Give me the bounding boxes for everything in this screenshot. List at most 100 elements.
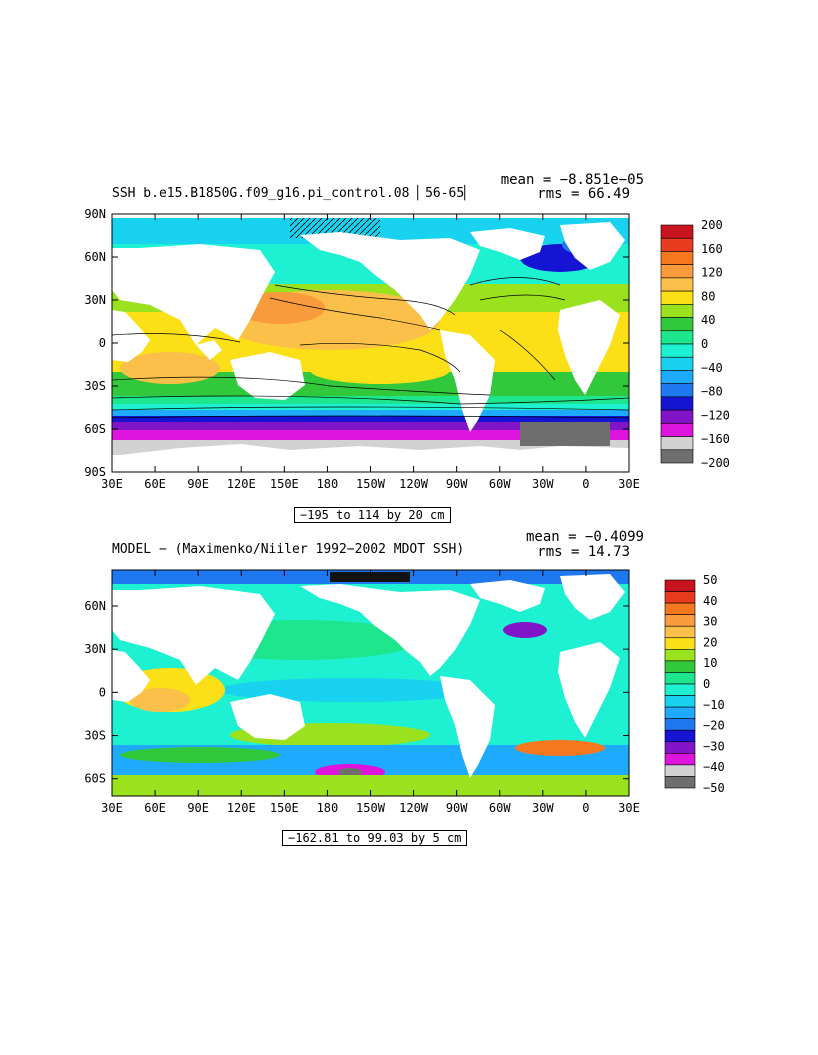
colorbar-swatch [660, 383, 694, 398]
colorbar-swatch [660, 343, 694, 358]
lat-tick-label: 60N [84, 250, 106, 264]
natl-low [520, 244, 600, 272]
lon-tick-label: 30E [101, 801, 123, 815]
band-acc3 [112, 416, 629, 422]
contour-info: −195 to 114 by 20 cm [294, 507, 451, 523]
colorbar-label: −20 [703, 719, 725, 733]
lon-tick-label: 150W [356, 801, 386, 815]
weddell-grey [520, 422, 610, 446]
diff-so-mag [315, 764, 385, 780]
colorbar-swatch [664, 649, 696, 662]
lon-tick-label: 30W [532, 801, 554, 815]
diff-io2 [130, 688, 190, 712]
colorbar-swatch [660, 449, 694, 464]
lat-tick-label: 30S [84, 729, 106, 743]
diff-arctic-black [330, 572, 410, 582]
diff-so [112, 745, 629, 775]
lon-tick-label: 120E [227, 801, 256, 815]
lon-tick-label: 180 [317, 477, 339, 491]
lon-tick-label: 90W [446, 801, 468, 815]
diff-so-green [120, 747, 280, 763]
colorbar-label: −50 [703, 781, 725, 795]
lon-tick-label: 60E [144, 801, 166, 815]
colorbar-label: −10 [703, 698, 725, 712]
colorbar-swatch [660, 396, 694, 411]
colorbar-swatch [664, 776, 696, 789]
colorbar-swatch [664, 591, 696, 604]
colorbar-label: −80 [701, 385, 723, 399]
colorbar-swatch [664, 753, 696, 766]
lon-tick-label: 30E [618, 801, 640, 815]
diff-atl [515, 740, 605, 756]
colorbar-swatch [664, 602, 696, 615]
lon-tick-label: 120W [399, 801, 429, 815]
colorbar-label: 80 [701, 289, 715, 303]
rms-stat: rms = 14.73 [537, 544, 630, 560]
lat-tick-label: 90N [84, 207, 106, 221]
land [112, 574, 625, 778]
diff-field [112, 570, 629, 796]
colorbar-label: 40 [701, 313, 715, 327]
band-acc4 [112, 422, 629, 430]
plot-frame [111, 569, 630, 797]
diff-arctic [112, 570, 629, 584]
colorbar-swatch [664, 706, 696, 719]
lon-tick-label: 180 [317, 801, 339, 815]
lon-tick-label: 90E [187, 801, 209, 815]
np-gyre-core [235, 292, 325, 324]
colorbar-swatch [664, 695, 696, 708]
colorbar: 50 40 30 20 10 0 −10 −20 −30 −40 −50 [664, 573, 725, 795]
diff-gs [503, 622, 547, 638]
colorbar-swatch [664, 718, 696, 731]
colorbar-label: 0 [703, 677, 710, 691]
lon-tick-label: 150W [356, 477, 386, 491]
colorbar-label: −40 [703, 760, 725, 774]
lat-tick-label: 60N [84, 599, 106, 613]
colorbar-label: −30 [703, 739, 725, 753]
lat-tick-labels: 90N 60N 30N 0 30S 60S 90S [84, 207, 106, 479]
colorbar-swatch [664, 741, 696, 754]
lon-tick-label: 60W [489, 477, 511, 491]
natl-low-2 [562, 235, 618, 255]
colorbar: 200 160 120 80 40 0 −40 −80 −120 −160 −200 [660, 218, 730, 470]
ssh-field [112, 214, 629, 472]
rms-stat: rms = 66.49 [537, 186, 630, 202]
colorbar-label: 10 [703, 656, 717, 670]
lon-tick-label: 0 [582, 477, 589, 491]
panel-title: SSH b.e15.B1850G.f09_g16.pi_control.08 ▏… [112, 186, 473, 201]
colorbar-swatch [660, 370, 694, 384]
lat-tick-label: 30N [84, 293, 106, 307]
mean-stat: mean = −8.851e−05 [500, 172, 644, 188]
colorbar-swatch [660, 290, 694, 305]
axis-ticks [111, 570, 630, 796]
lat-tick-label: 60S [84, 422, 106, 436]
colorbar-swatch [664, 729, 696, 743]
diff-sp [230, 723, 430, 747]
axis-ticks [111, 213, 630, 473]
indian-gyre [120, 352, 220, 384]
band-acc2 [112, 410, 629, 416]
diff-so-grey [338, 768, 362, 776]
colorbar-swatch [660, 356, 694, 371]
lon-tick-labels: 30E 60E 90E 120E 150E 180 150W 120W 90W 60W 30W 0 30… [101, 477, 640, 491]
lon-tick-label: 30E [618, 477, 640, 491]
mean-stat: mean = −0.4099 [525, 529, 644, 545]
sp-gyre [310, 356, 450, 384]
lon-tick-label: 60E [144, 477, 166, 491]
colorbar-swatch [664, 614, 696, 627]
diff-io [115, 668, 225, 712]
colorbar-label: 200 [701, 218, 723, 232]
colorbar-swatch [660, 237, 694, 252]
colorbar-label: −40 [701, 361, 723, 375]
contour-info: −162.81 to 99.03 by 5 cm [282, 830, 468, 846]
band-acc5 [112, 430, 629, 440]
arctic-ice [290, 218, 380, 238]
diff-south [112, 775, 629, 796]
colorbar-label: −160 [701, 432, 730, 446]
colorbar-label: 0 [701, 337, 708, 351]
colorbar-swatch [660, 264, 694, 279]
colorbar-swatch [660, 277, 694, 292]
colorbar-label: 30 [703, 615, 717, 629]
lat-tick-labels: 60N 30N 0 30S 60S [84, 599, 106, 786]
